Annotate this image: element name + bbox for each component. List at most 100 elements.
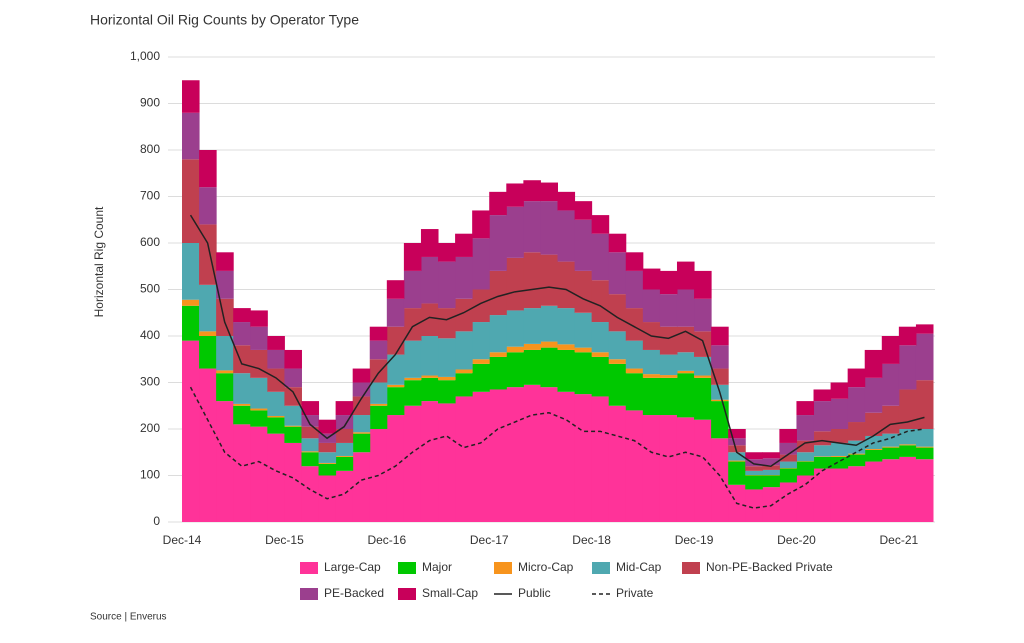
area-segment: [609, 364, 627, 406]
area-segment: [284, 443, 302, 522]
area-segment: [882, 447, 900, 448]
area-segment: [916, 380, 934, 429]
area-segment: [745, 489, 763, 522]
y-tick-label: 900: [140, 96, 160, 110]
legend-swatch: [494, 562, 512, 574]
area-segment: [216, 336, 234, 370]
legend-label: Private: [616, 586, 654, 600]
legend-label: Small-Cap: [422, 586, 478, 600]
area-segment: [506, 347, 524, 353]
area-segment: [848, 387, 866, 422]
area-segment: [438, 380, 456, 403]
area-segment: [284, 426, 302, 427]
area-segment: [472, 322, 490, 359]
area-segment: [472, 238, 490, 289]
area-segment: [523, 180, 541, 201]
area-segment: [609, 331, 627, 359]
area-segment: [694, 299, 712, 332]
area-segment: [865, 450, 883, 462]
y-tick-label: 200: [140, 421, 160, 435]
area-segment: [660, 355, 678, 375]
legend-label: Mid-Cap: [616, 560, 662, 574]
area-segment: [711, 401, 729, 438]
area-segment: [489, 352, 507, 357]
area-segment: [182, 80, 200, 113]
area-segment: [575, 313, 593, 348]
area-segment: [455, 257, 473, 299]
area-segment: [267, 336, 285, 350]
area-segment: [199, 285, 217, 332]
area-segment: [831, 399, 849, 429]
area-segment: [609, 234, 627, 253]
area-segment: [370, 404, 388, 406]
area-segment: [455, 373, 473, 396]
area-segment: [848, 455, 866, 467]
area-segment: [592, 234, 610, 281]
area-segment: [250, 409, 268, 411]
area-segment: [250, 378, 268, 409]
area-segment: [660, 271, 678, 294]
area-segment: [319, 452, 337, 463]
area-segment: [779, 469, 797, 483]
area-segment: [387, 299, 405, 327]
area-segment: [814, 431, 832, 445]
area-segment: [575, 220, 593, 271]
area-segment: [660, 415, 678, 522]
area-segment: [762, 452, 780, 458]
area-segment: [216, 299, 234, 336]
area-segment: [540, 201, 558, 254]
area-segment: [182, 306, 200, 341]
area-segment: [404, 243, 422, 271]
area-segment: [523, 252, 541, 308]
area-segment: [677, 352, 695, 371]
area-segment: [523, 385, 541, 522]
area-segment: [336, 443, 354, 456]
area-segment: [233, 424, 251, 522]
area-segment: [558, 262, 576, 309]
area-segment: [694, 376, 712, 378]
area-segment: [558, 392, 576, 522]
area-segment: [677, 417, 695, 522]
area-segment: [250, 427, 268, 522]
area-segment: [199, 336, 217, 369]
area-segment: [472, 364, 490, 392]
area-segment: [899, 345, 917, 389]
area-segment: [779, 462, 797, 469]
area-segment: [592, 280, 610, 322]
area-segment: [336, 457, 354, 471]
chart-title: Horizontal Oil Rig Counts by Operator Ty…: [90, 12, 359, 28]
y-tick-label: 0: [153, 514, 160, 528]
area-segment: [182, 341, 200, 522]
area-segment: [762, 470, 780, 475]
area-segment: [506, 387, 524, 522]
area-segment: [506, 352, 524, 387]
area-segment: [711, 369, 729, 385]
area-segment: [370, 359, 388, 382]
area-segment: [233, 404, 251, 406]
area-segment: [711, 438, 729, 522]
area-segment: [916, 459, 934, 522]
area-segment: [762, 487, 780, 522]
area-segment: [831, 383, 849, 399]
area-segment: [267, 416, 285, 417]
area-segment: [489, 192, 507, 215]
area-segment: [472, 210, 490, 238]
area-segment: [882, 448, 900, 460]
area-segment: [762, 476, 780, 488]
x-tick-label: Dec-19: [675, 533, 714, 547]
area-segment: [216, 373, 234, 401]
y-tick-label: 700: [140, 189, 160, 203]
x-tick-label: Dec-21: [880, 533, 919, 547]
area-segment: [643, 374, 661, 378]
y-tick-label: 500: [140, 282, 160, 296]
area-segment: [489, 357, 507, 390]
area-segment: [882, 459, 900, 522]
area-segment: [489, 215, 507, 271]
y-tick-label: 100: [140, 468, 160, 482]
area-segment: [455, 331, 473, 369]
area-segment: [609, 252, 627, 294]
area-segment: [216, 252, 234, 271]
area-segment: [421, 336, 439, 376]
area-segment: [199, 187, 217, 224]
area-segment: [558, 344, 576, 350]
